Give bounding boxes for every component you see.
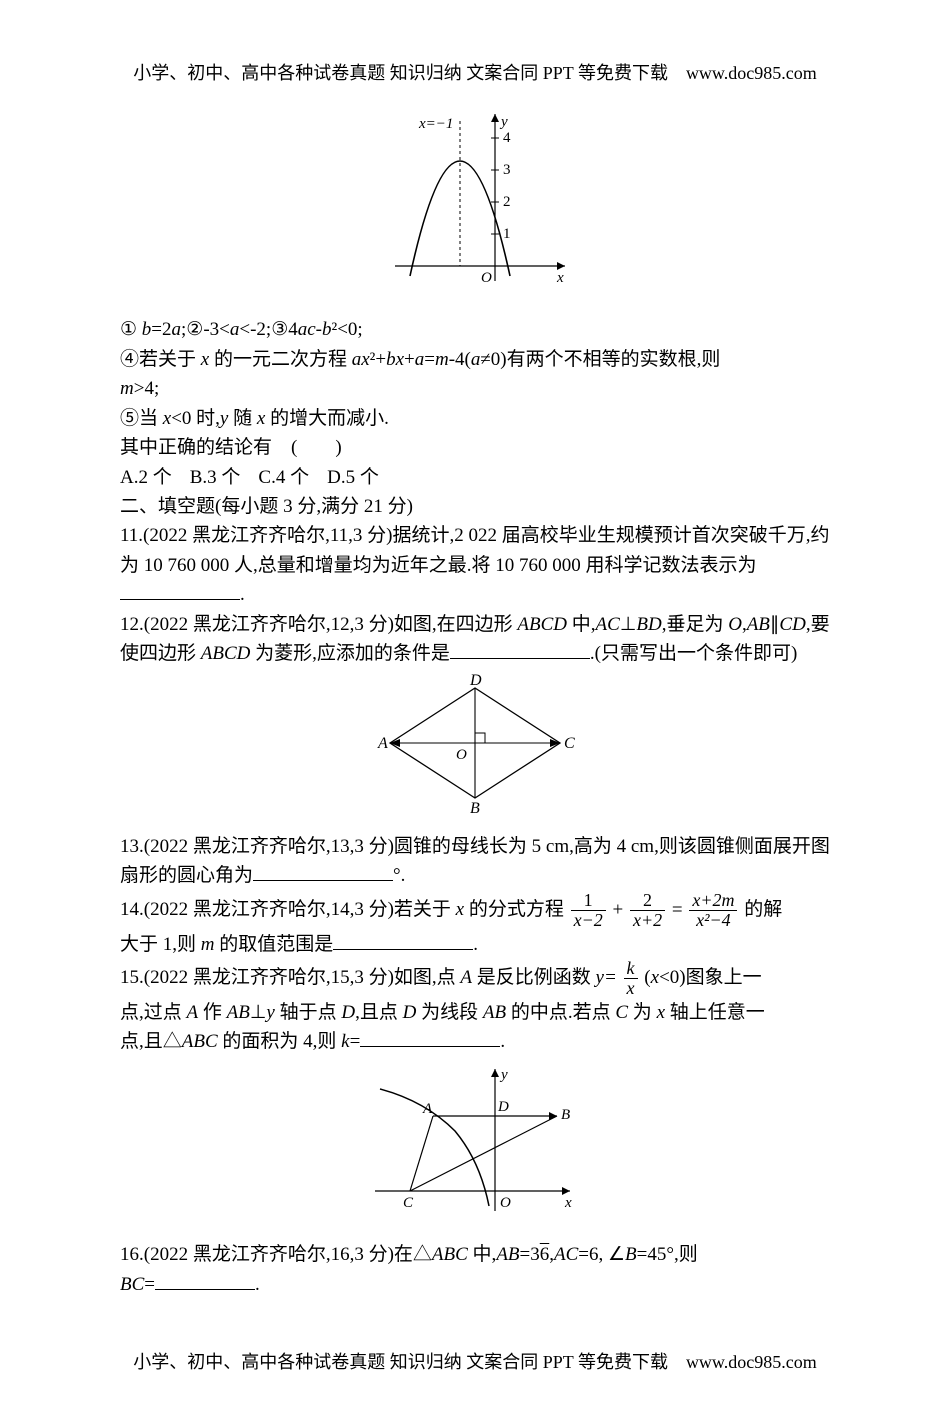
svg-text:x: x	[564, 1195, 572, 1211]
svg-text:A: A	[377, 735, 388, 752]
page-footer: 小学、初中、高中各种试卷真题 知识归纳 文案合同 PPT 等免费下载 www.d…	[120, 1349, 830, 1377]
statement-1: ① b=2a;②-3<a<-2;③4ac-b²<0;	[120, 315, 830, 344]
q15b: 点,过点 A 作 AB⊥y 轴于点 D,且点 D 为线段 AB 的中点.若点 C…	[120, 998, 830, 1027]
statement-2b: m>4;	[120, 374, 830, 403]
statement-4: 其中正确的结论有 ( )	[120, 433, 830, 462]
svg-text:A: A	[422, 1101, 433, 1117]
q16b: BC=.	[120, 1270, 830, 1299]
parabola-figure: 1 2 3 4 x=−1 y x O	[120, 106, 830, 305]
rhombus-figure: A C D B O	[120, 673, 830, 822]
svg-text:1: 1	[503, 226, 511, 242]
svg-text:B: B	[561, 1107, 570, 1123]
svg-text:D: D	[497, 1099, 509, 1115]
q15c: 点,且△ABC 的面积为 4,则 k=.	[120, 1027, 830, 1056]
q11: 11.(2022 黑龙江齐齐哈尔,11,3 分)据统计,2 022 届高校毕业生…	[120, 521, 830, 609]
statement-3: ⑤当 x<0 时,y 随 x 的增大而减小.	[120, 404, 830, 433]
svg-text:3: 3	[503, 162, 511, 178]
q14: 14.(2022 黑龙江齐齐哈尔,14,3 分)若关于 x 的分式方程 1x−2…	[120, 891, 830, 930]
svg-text:x: x	[556, 270, 564, 286]
q14b: 大于 1,则 m 的取值范围是.	[120, 930, 830, 959]
q13: 13.(2022 黑龙江齐齐哈尔,13,3 分)圆锥的母线长为 5 cm,高为 …	[120, 832, 830, 891]
svg-text:D: D	[469, 673, 482, 689]
svg-text:O: O	[481, 270, 492, 286]
hyperbola-figure: A D B C O y x	[120, 1061, 830, 1230]
svg-text:B: B	[470, 800, 480, 813]
q16: 16.(2022 黑龙江齐齐哈尔,16,3 分)在△ABC 中,AB=36,AC…	[120, 1240, 830, 1269]
svg-text:O: O	[500, 1195, 511, 1211]
svg-text:C: C	[403, 1195, 414, 1211]
section-2-title: 二、填空题(每小题 3 分,满分 21 分)	[120, 492, 830, 521]
q10-options: A.2 个B.3 个C.4 个D.5 个	[120, 463, 830, 492]
svg-text:C: C	[564, 735, 575, 752]
q15: 15.(2022 黑龙江齐齐哈尔,15,3 分)如图,点 A 是反比例函数 y=…	[120, 959, 830, 998]
svg-text:y: y	[499, 114, 508, 130]
svg-text:4: 4	[503, 130, 511, 146]
statement-2: ④若关于 x 的一元二次方程 ax²+bx+a=m-4(a≠0)有两个不相等的实…	[120, 345, 830, 374]
svg-text:x=−1: x=−1	[418, 116, 453, 132]
page-header: 小学、初中、高中各种试卷真题 知识归纳 文案合同 PPT 等免费下载 www.d…	[120, 60, 830, 88]
svg-text:O: O	[456, 747, 467, 763]
q12: 12.(2022 黑龙江齐齐哈尔,12,3 分)如图,在四边形 ABCD 中,A…	[120, 610, 830, 669]
svg-text:2: 2	[503, 194, 511, 210]
svg-text:y: y	[499, 1067, 508, 1083]
